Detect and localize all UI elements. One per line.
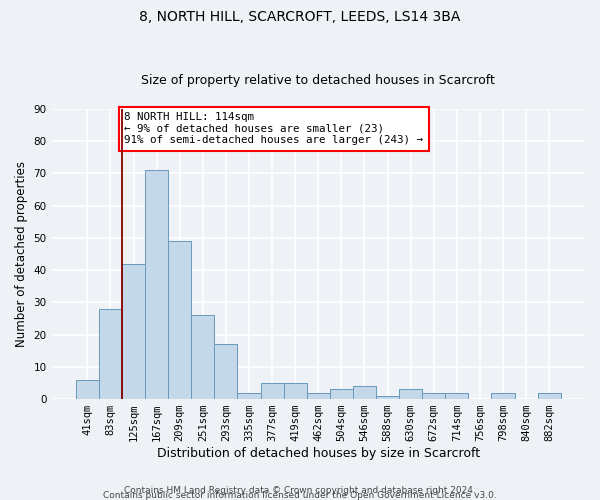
Bar — [399, 390, 422, 399]
Bar — [99, 309, 122, 399]
Bar — [330, 390, 353, 399]
Y-axis label: Number of detached properties: Number of detached properties — [15, 161, 28, 347]
Bar — [422, 392, 445, 399]
Bar — [238, 392, 260, 399]
Text: 8, NORTH HILL, SCARCROFT, LEEDS, LS14 3BA: 8, NORTH HILL, SCARCROFT, LEEDS, LS14 3B… — [139, 10, 461, 24]
Bar — [353, 386, 376, 399]
Text: Contains public sector information licensed under the Open Government Licence v3: Contains public sector information licen… — [103, 490, 497, 500]
Text: Contains HM Land Registry data © Crown copyright and database right 2024.: Contains HM Land Registry data © Crown c… — [124, 486, 476, 495]
X-axis label: Distribution of detached houses by size in Scarcroft: Distribution of detached houses by size … — [157, 447, 480, 460]
Bar — [538, 392, 561, 399]
Bar — [260, 383, 284, 399]
Bar — [122, 264, 145, 399]
Bar — [76, 380, 99, 399]
Bar — [307, 392, 330, 399]
Bar — [445, 392, 469, 399]
Bar — [376, 396, 399, 399]
Title: Size of property relative to detached houses in Scarcroft: Size of property relative to detached ho… — [142, 74, 495, 87]
Bar — [145, 170, 168, 399]
Bar — [191, 316, 214, 399]
Bar — [491, 392, 515, 399]
Text: 8 NORTH HILL: 114sqm
← 9% of detached houses are smaller (23)
91% of semi-detach: 8 NORTH HILL: 114sqm ← 9% of detached ho… — [124, 112, 423, 146]
Bar — [214, 344, 238, 399]
Bar — [168, 241, 191, 399]
Bar — [284, 383, 307, 399]
